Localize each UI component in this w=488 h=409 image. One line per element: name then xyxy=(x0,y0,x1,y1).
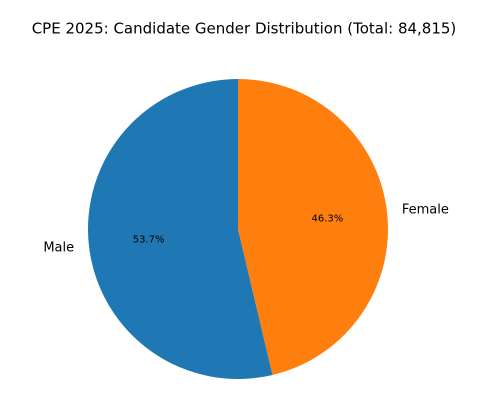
pie-slice xyxy=(238,79,389,375)
chart-title: CPE 2025: Candidate Gender Distribution … xyxy=(32,20,457,38)
slice-label: Female xyxy=(402,202,449,217)
slice-label: Male xyxy=(43,241,74,256)
pie-slice xyxy=(88,79,273,379)
slice-percent: 46.3% xyxy=(312,214,344,225)
slice-percent: 53.7% xyxy=(133,234,165,245)
